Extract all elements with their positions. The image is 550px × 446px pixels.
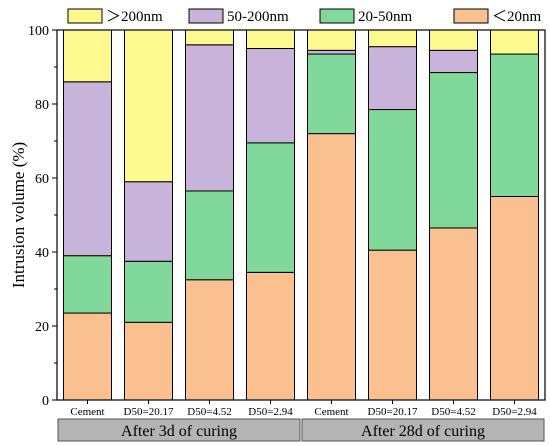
bar-segment-5-series-2 — [307, 53, 356, 135]
y-tick-label: 100 — [28, 24, 49, 39]
bar-segment-4-series-2 — [246, 142, 295, 273]
x-category-label: D50=4.52 — [431, 406, 475, 418]
bar-segment-4-series-1 — [246, 271, 295, 401]
bar-segment-2-series-2 — [124, 260, 173, 323]
bar-segment-7-series-2 — [429, 72, 478, 229]
x-category-label: D50=4.52 — [187, 406, 231, 418]
bar-segment-6-series-1 — [368, 249, 417, 401]
y-tick-label: 40 — [35, 246, 49, 261]
legend-label: ＜20nm — [492, 9, 542, 25]
bar-segment-8-series-4 — [490, 29, 539, 55]
bar-segment-6-series-4 — [368, 29, 417, 48]
group-label-box — [57, 418, 301, 442]
bar-segment-7-series-3 — [429, 49, 478, 74]
bar-segment-6-series-2 — [368, 109, 417, 251]
bar-segment-5-series-1 — [307, 133, 356, 401]
y-axis-title: Intrusion volume (%) — [9, 142, 28, 288]
bar-segment-4-series-3 — [246, 48, 295, 144]
bar-segment-1-series-2 — [63, 255, 112, 314]
bars-layer — [63, 29, 539, 401]
bar-segment-5-series-4 — [307, 29, 356, 51]
legend-swatch — [188, 8, 224, 24]
legend-label: ＞200nm — [106, 9, 163, 25]
bar-segment-5-series-3 — [307, 49, 356, 55]
x-category-label: D50=2.94 — [248, 406, 293, 418]
legend-swatch — [67, 8, 103, 24]
bar-segment-3-series-1 — [185, 279, 234, 401]
bar-segment-7-series-4 — [429, 29, 478, 51]
bar-segment-3-series-3 — [185, 44, 234, 192]
bar-segment-8-series-1 — [490, 196, 539, 401]
y-tick-label: 60 — [35, 172, 49, 187]
x-category-label: Cement — [70, 406, 104, 418]
legend-label: 50-200nm — [227, 9, 289, 25]
bar-segment-1-series-3 — [63, 81, 112, 257]
bar-segment-4-series-4 — [246, 29, 295, 49]
bar-segment-2-series-3 — [124, 181, 173, 262]
group-label: After 28d of curing — [361, 423, 485, 440]
bar-segment-2-series-1 — [124, 321, 173, 401]
bar-segment-7-series-1 — [429, 227, 478, 401]
bar-segment-3-series-4 — [185, 29, 234, 46]
group-label-box — [301, 418, 545, 442]
y-tick-label: 0 — [42, 394, 49, 409]
legend-label: 20-50nm — [358, 9, 412, 25]
x-category-label: D50=2.94 — [492, 406, 537, 418]
y-tick-label: 20 — [35, 320, 49, 335]
bar-segment-1-series-4 — [63, 29, 112, 83]
group-label: After 3d of curing — [121, 423, 237, 440]
bar-segment-6-series-3 — [368, 46, 417, 111]
bar-segment-3-series-2 — [185, 190, 234, 281]
bar-segment-1-series-1 — [63, 312, 112, 401]
x-category-label: D50=20.17 — [124, 406, 174, 418]
legend-swatch — [453, 8, 489, 24]
x-axis-category-labels: Cement D50=20.17 D50=4.52 D50=2.94 Cement D50… — [70, 400, 537, 418]
y-axis: 0 20 40 60 80 100 — [28, 24, 57, 409]
bar-segment-2-series-4 — [124, 29, 173, 183]
group-labels: After 3d of curing After 28d of curing — [57, 418, 545, 442]
bar-segment-8-series-2 — [490, 53, 539, 197]
x-category-label: D50=20.17 — [368, 406, 418, 418]
y-tick-label: 80 — [35, 98, 49, 113]
legend: ＞200nm 50-200nm 20-50nm ＜20nm — [67, 8, 542, 25]
legend-swatch — [319, 8, 355, 24]
x-category-label: Cement — [314, 406, 348, 418]
